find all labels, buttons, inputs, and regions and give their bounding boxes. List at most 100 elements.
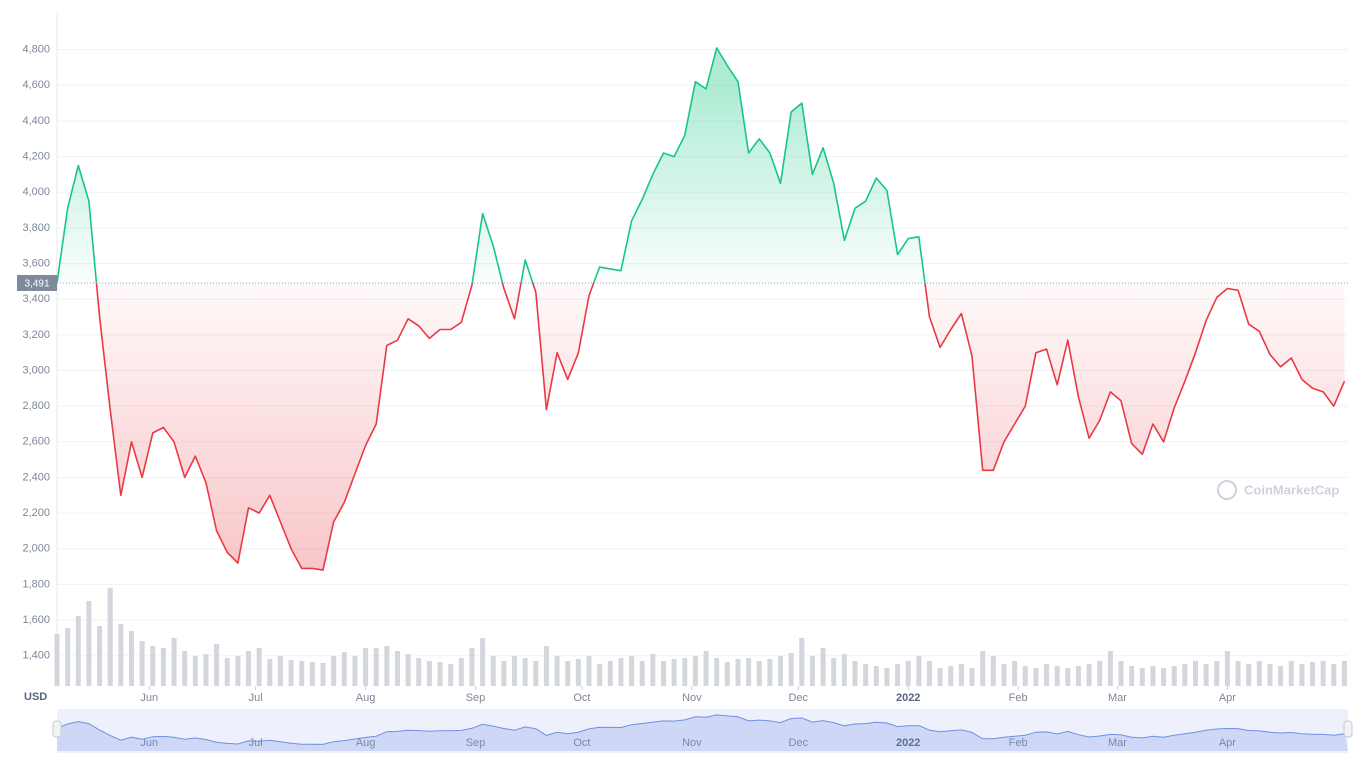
- navigator-line: [56, 714, 1345, 745]
- volume-bar: [501, 661, 507, 686]
- volume-bar: [575, 659, 581, 686]
- volume-bar: [692, 656, 698, 686]
- navigator-handle[interactable]: [1343, 720, 1353, 738]
- volume-bar: [341, 652, 347, 686]
- volume-bar: [1033, 668, 1039, 686]
- watermark-text: CoinMarketCap: [1244, 482, 1339, 497]
- volume-bar: [788, 653, 794, 686]
- volume-bar: [1182, 664, 1188, 686]
- volume-bar: [937, 668, 943, 686]
- volume-bar: [512, 656, 518, 686]
- volume-bar: [277, 656, 283, 686]
- volume-bar: [1299, 664, 1305, 686]
- volume-bar: [756, 661, 762, 686]
- volume-bar: [128, 631, 134, 686]
- volume-bar: [203, 654, 209, 686]
- volume-bar: [1022, 666, 1028, 686]
- navigator-tick-label: Mar: [1108, 737, 1127, 749]
- volume-bar: [778, 656, 784, 686]
- volume-bar: [863, 664, 869, 686]
- volume-bar: [916, 656, 922, 686]
- volume-bar: [799, 638, 805, 686]
- volume-bar: [288, 660, 294, 686]
- volume-bar: [533, 661, 539, 686]
- volume-bar: [884, 668, 890, 686]
- volume-bar: [182, 651, 188, 686]
- volume-bar: [926, 661, 932, 686]
- volume-bar: [1256, 661, 1262, 686]
- volume-bar: [639, 661, 645, 686]
- volume-bar: [1192, 661, 1198, 686]
- navigator-tick-label: Aug: [356, 737, 376, 749]
- x-tick-label: Dec: [788, 692, 808, 704]
- y-tick-label: 3,400: [22, 293, 50, 305]
- volume-bar: [1310, 662, 1316, 686]
- navigator-tick-label: Sep: [466, 737, 486, 749]
- volume-bar: [1224, 651, 1230, 686]
- volume-bar: [469, 648, 475, 686]
- volume-bar: [873, 666, 879, 686]
- volume-bar: [107, 588, 113, 686]
- volume-bar: [650, 654, 656, 686]
- volume-bar: [118, 624, 124, 686]
- volume-bar: [969, 668, 975, 686]
- x-tick-label: Jun: [140, 692, 158, 704]
- volume-bar: [352, 656, 358, 686]
- volume-bar: [554, 656, 560, 686]
- volume-bar: [767, 659, 773, 686]
- volume-bar: [97, 626, 103, 686]
- volume-bar: [480, 638, 486, 686]
- volume-bar: [1065, 668, 1071, 686]
- y-tick-label: 2,800: [22, 400, 50, 412]
- volume-bar: [224, 658, 230, 686]
- navigator-area: [57, 714, 1348, 751]
- y-tick-label: 3,600: [22, 257, 50, 269]
- volume-bar: [660, 661, 666, 686]
- volume-bar: [86, 601, 92, 686]
- y-tick-label: 2,200: [22, 507, 50, 519]
- navigator-tick-label: 2022: [896, 737, 920, 749]
- reference-label-box: [17, 274, 57, 291]
- y-tick-label: 3,800: [22, 222, 50, 234]
- y-tick-label: 4,800: [22, 44, 50, 56]
- x-tick-label: Oct: [573, 692, 590, 704]
- volume-bar: [1086, 664, 1092, 686]
- volume-bar: [980, 651, 986, 686]
- navigator-handle[interactable]: [52, 720, 62, 738]
- volume-bar: [1118, 661, 1124, 686]
- volume-bar: [1001, 664, 1007, 686]
- volume-bar: [256, 648, 262, 686]
- volume-bar: [1097, 661, 1103, 686]
- volume-bar: [958, 664, 964, 686]
- volume-bar: [746, 658, 752, 686]
- volume-bar: [831, 658, 837, 686]
- y-tick-label: 4,600: [22, 79, 50, 91]
- navigator-tick-label: Apr: [1219, 737, 1236, 749]
- volume-bar: [895, 664, 901, 686]
- watermark: CoinMarketCap: [1217, 480, 1339, 500]
- volume-bar: [597, 664, 603, 686]
- navigator-background[interactable]: [57, 709, 1348, 753]
- volume-bar: [214, 644, 220, 686]
- volume-bar: [565, 661, 571, 686]
- volume-bar: [192, 656, 198, 686]
- y-tick-label: 3,200: [22, 329, 50, 341]
- x-tick-label: 2022: [896, 692, 920, 704]
- volume-bar: [1267, 664, 1273, 686]
- x-tick-label: Nov: [682, 692, 702, 704]
- x-tick-label: Mar: [1108, 692, 1127, 704]
- volume-bar: [299, 661, 305, 686]
- volume-bar: [735, 659, 741, 686]
- volume-bar: [405, 654, 411, 686]
- volume-bar: [458, 658, 464, 686]
- volume-bar: [703, 651, 709, 686]
- volume-bar: [139, 641, 145, 686]
- volume-bar: [235, 656, 241, 686]
- x-tick-label: Aug: [356, 692, 376, 704]
- y-tick-label: 1,800: [22, 578, 50, 590]
- volume-bar: [1171, 666, 1177, 686]
- y-tick-label: 4,200: [22, 151, 50, 163]
- volume-bar: [1139, 668, 1145, 686]
- volume-bar: [448, 664, 454, 686]
